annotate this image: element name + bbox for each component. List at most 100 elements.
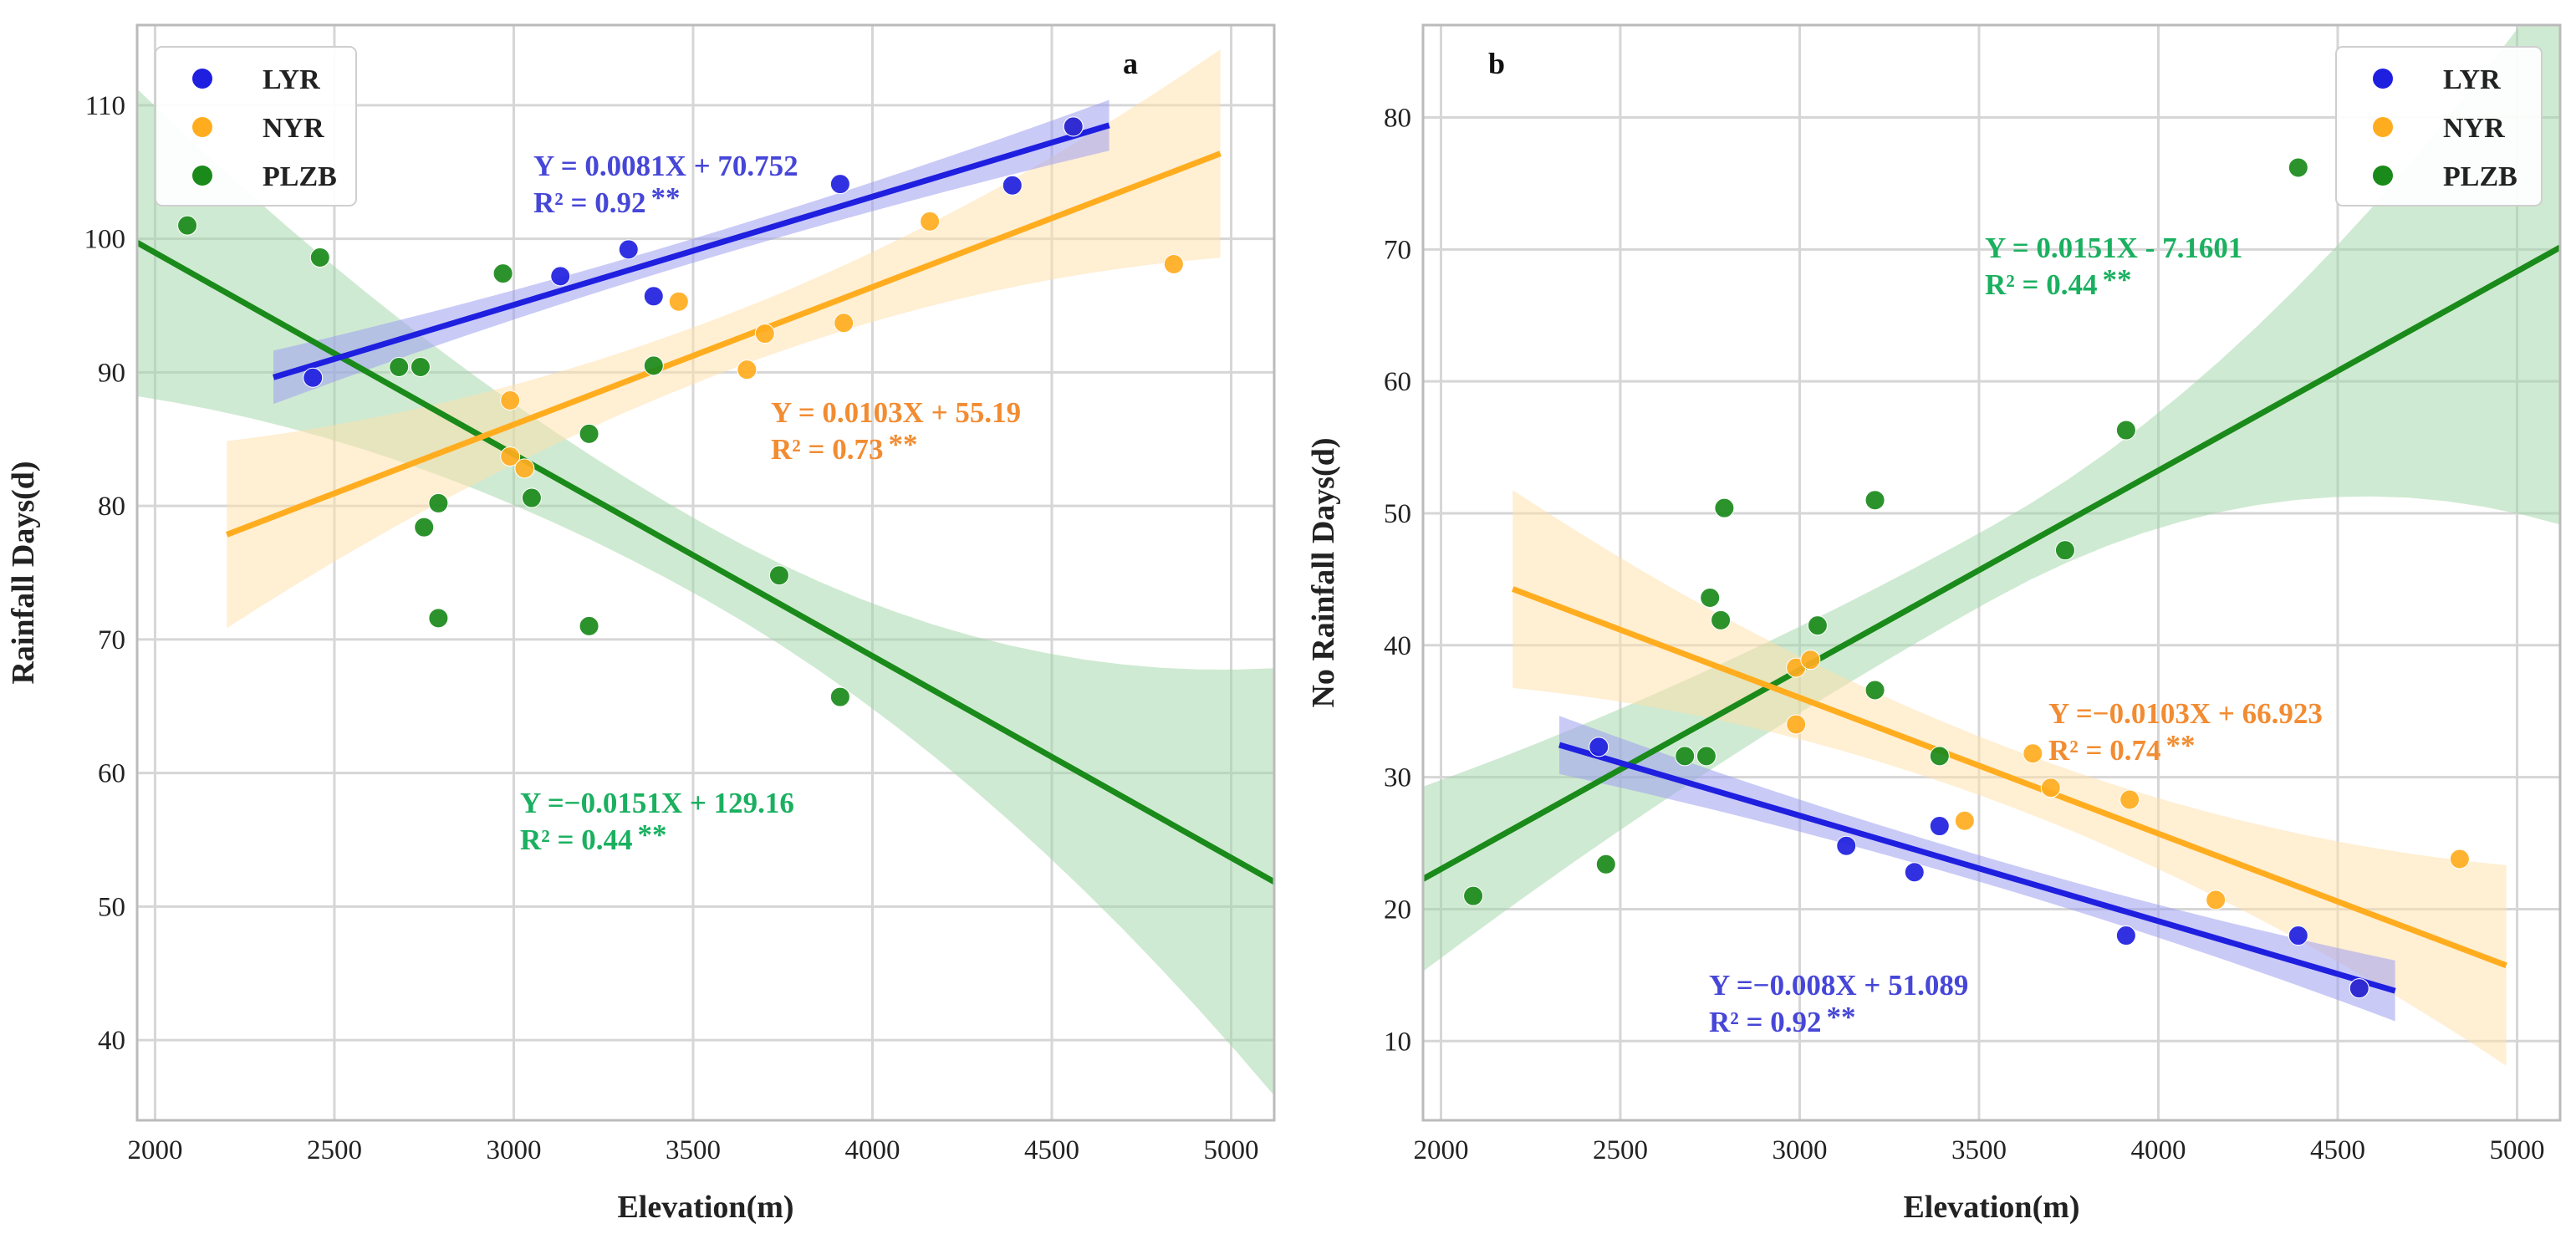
- significance-lyr: **: [650, 181, 680, 214]
- data-point-plzb: [1807, 615, 1828, 636]
- data-point-plzb: [492, 263, 513, 284]
- r2-lyr: R² = 0.92 **: [1709, 1001, 1855, 1038]
- y-tick-label: 90: [98, 358, 125, 388]
- equation-nyr: Y = 0.0103X + 55.19: [771, 396, 1021, 429]
- data-point-plzb: [1864, 490, 1885, 511]
- y-tick-label: 100: [84, 225, 126, 255]
- panel-b-frame: [1421, 23, 2562, 1122]
- data-point-nyr: [737, 359, 757, 380]
- r2-lyr: R² = 0.92 **: [533, 181, 680, 219]
- data-point-plzb: [643, 355, 664, 376]
- data-point-nyr: [1163, 253, 1184, 274]
- legend-marker-nyr: [192, 117, 212, 137]
- x-tick-label: 4000: [2130, 1135, 2186, 1165]
- data-point-lyr: [1836, 835, 1857, 856]
- data-point-plzb: [309, 247, 330, 268]
- legend-label-nyr: NYR: [2443, 113, 2505, 144]
- panel-a-letter: a: [1123, 47, 1138, 80]
- fit-line-lyr: [273, 122, 1110, 380]
- y-tick-label: 60: [1384, 367, 1411, 397]
- x-tick-label: 3500: [666, 1135, 721, 1165]
- x-tick-label: 4000: [844, 1135, 900, 1165]
- panel-b-letter: b: [1488, 47, 1505, 80]
- panel-b: 2000 2500 3000 3500 4000 4500 5000 10 20 30 40 50 60…: [1306, 23, 2562, 1225]
- r2-plzb: R² = 0.44 **: [520, 818, 666, 856]
- legend-label-nyr: NYR: [263, 113, 324, 144]
- x-tick-label: 5000: [1204, 1135, 1259, 1165]
- data-point-plzb: [579, 615, 599, 636]
- x-tick-label: 3500: [1951, 1135, 2007, 1165]
- data-point-plzb: [1929, 746, 1950, 767]
- equation-plzb: Y = 0.0151X - 7.1601: [1985, 232, 2242, 264]
- x-tick-label: 2500: [307, 1135, 362, 1165]
- data-point-lyr: [303, 367, 324, 388]
- data-point-nyr: [514, 458, 535, 479]
- data-point-nyr: [2023, 743, 2043, 764]
- data-point-plzb: [1711, 609, 1732, 630]
- data-point-lyr: [2349, 978, 2369, 999]
- y-tick-label: 110: [85, 91, 125, 121]
- equation-plzb: Y =−0.0151X + 129.16: [520, 787, 794, 819]
- data-point-plzb: [1864, 680, 1885, 701]
- data-point-lyr: [1929, 816, 1950, 837]
- r2-plzb: R² = 0.44 **: [1985, 263, 2131, 301]
- data-point-lyr: [618, 239, 639, 260]
- equation-lyr: Y = 0.0081X + 70.752: [533, 150, 798, 182]
- y-tick-label: 70: [98, 625, 125, 655]
- r2-nyr: R² = 0.73 **: [771, 428, 917, 466]
- data-point-plzb: [1714, 497, 1735, 518]
- data-point-plzb: [829, 686, 850, 707]
- data-point-lyr: [643, 286, 664, 307]
- y-tick-label: 20: [1384, 895, 1411, 925]
- x-tick-label: 3000: [1772, 1135, 1827, 1165]
- ci-band-plzb: [1423, 25, 2560, 971]
- data-point-plzb: [2288, 157, 2308, 178]
- data-point-nyr: [500, 390, 521, 410]
- data-point-plzb: [1700, 587, 1721, 608]
- fit-line-plzb: [137, 240, 1274, 885]
- data-point-plzb: [428, 608, 449, 629]
- x-tick-label: 4500: [1024, 1135, 1079, 1165]
- panel-a-xlabel: Elevation(m): [617, 1190, 793, 1225]
- panel-a-frame: [135, 23, 1276, 1122]
- data-point-plzb: [521, 487, 542, 508]
- significance-lyr: **: [1826, 1001, 1855, 1033]
- ci-band-nyr: [227, 49, 1221, 629]
- data-point-nyr: [1954, 810, 1975, 831]
- legend-marker-lyr: [2373, 69, 2393, 89]
- equation-nyr: Y =−0.0103X + 66.923: [2048, 697, 2323, 730]
- legend-label-plzb: PLZB: [263, 161, 337, 192]
- data-point-plzb: [410, 356, 431, 377]
- data-point-nyr: [668, 291, 689, 312]
- r2-value-lyr: R² = 0.92: [533, 186, 645, 219]
- data-point-nyr: [2206, 890, 2227, 910]
- data-point-nyr: [2040, 778, 2061, 798]
- y-tick-label: 60: [98, 759, 125, 789]
- legend-marker-plzb: [2373, 166, 2393, 186]
- data-point-nyr: [2449, 849, 2470, 869]
- data-point-plzb: [2054, 540, 2075, 561]
- x-tick-label: 4500: [2310, 1135, 2365, 1165]
- data-point-nyr: [500, 446, 521, 467]
- significance-nyr: **: [888, 428, 917, 461]
- data-point-nyr: [1800, 650, 1821, 670]
- data-point-plzb: [1675, 746, 1696, 767]
- r2-value-plzb: R² = 0.44: [520, 823, 632, 856]
- significance-plzb: **: [637, 818, 666, 851]
- data-point-plzb: [177, 215, 198, 236]
- x-tick-label: 5000: [2490, 1135, 2545, 1165]
- data-point-plzb: [1595, 854, 1616, 874]
- data-point-plzb: [428, 492, 449, 513]
- legend-label-plzb: PLZB: [2443, 161, 2517, 192]
- data-point-plzb: [2115, 420, 2136, 441]
- panel-a: 2000 2500 3000 3500 4000 4500 5000 40 50 60 70 80 90…: [6, 23, 1276, 1225]
- data-point-plzb: [1463, 885, 1484, 906]
- data-point-nyr: [834, 313, 854, 334]
- fit-line-plzb: [1423, 244, 2560, 882]
- equation-lyr: Y =−0.008X + 51.089: [1709, 969, 1968, 1002]
- y-tick-label: 10: [1384, 1027, 1411, 1057]
- data-point-lyr: [1904, 862, 1925, 883]
- x-tick-label: 3000: [486, 1135, 541, 1165]
- data-point-plzb: [414, 517, 435, 538]
- data-point-nyr: [920, 211, 941, 232]
